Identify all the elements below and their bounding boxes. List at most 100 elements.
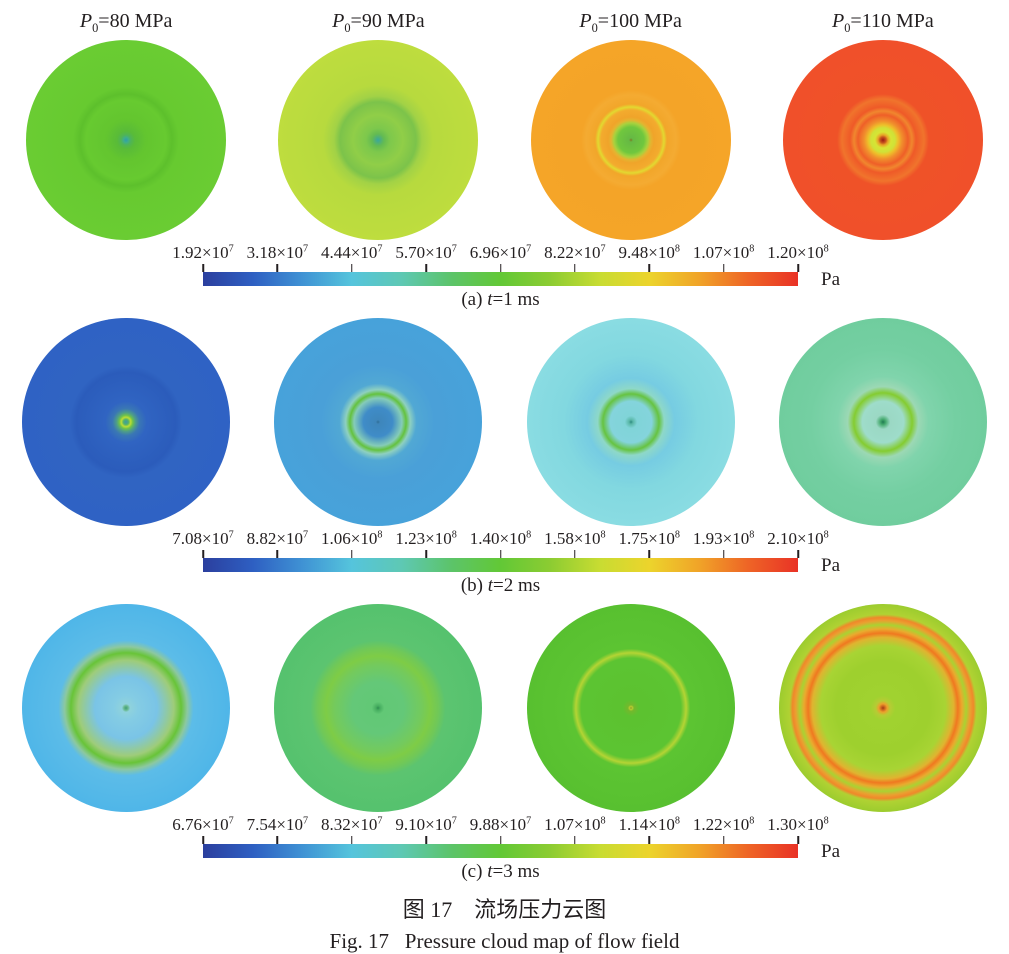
colorbar-tick-label: 8.32×107 [321,815,383,834]
tick-mark [276,550,279,558]
column-title: P0=110 MPa [757,10,1009,36]
colorbar-tick-label: 3.18×107 [246,243,309,262]
tick-mark [648,836,650,844]
subcaption-variable: t [487,575,494,596]
subcaption-value: =2 ms [493,575,541,596]
pressure-contour-disc [278,40,479,240]
pressure-contour-disc [530,40,731,240]
colorbar-tick-label: 1.40×108 [469,529,532,548]
colorbar-unit-label: Pa [821,555,840,576]
subcaption-label: (c) [461,861,488,882]
colorbar-tick-label: 8.22×107 [544,243,606,262]
pressure-subscript: 0 [844,21,851,35]
tick-mark [425,550,427,558]
exponent: 8 [674,243,680,255]
contour-panels-t3ms [0,604,1009,812]
colorbar-t2ms: 7.08×107 8.82×107 1.06×108 1.23×108 1.40×108… [172,529,840,604]
exponent: 7 [303,815,309,827]
colorbar-tick-label: 8.82×107 [246,529,309,548]
pressure-contour-disc [274,604,483,812]
subcaption-a: (a) t=1 ms [203,286,798,318]
exponent: 7 [228,529,234,541]
exponent: 8 [600,815,606,827]
colorbar-tick-label: 9.88×107 [469,815,532,834]
colorbar-tick-label: 7.54×107 [246,815,309,834]
tick-mark [574,836,576,844]
panel-cell [757,604,1009,812]
subcaption-variable: t [487,861,493,882]
row-t3ms: 6.76×107 7.54×107 8.32×107 9.10×107 9.88×107… [0,604,1009,890]
pressure-contour-disc [526,318,735,526]
tick-mark [722,550,725,558]
panel-cell [252,604,504,812]
pressure-contour-disc [26,40,227,240]
colorbar-t1ms: 1.92×107 3.18×107 4.44×107 5.70×107 6.96×107… [172,243,840,318]
tick-mark [276,836,279,844]
exponent: 8 [451,529,457,541]
colorbar-tick-label: 1.06×108 [321,529,383,548]
column-title: P0=80 MPa [0,10,252,36]
subcaption-label: (a) [461,289,488,310]
colorbar-gradient-bar [203,844,798,858]
tick-mark [202,836,204,844]
colorbar-tick-label: 1.07×108 [692,243,755,262]
column-title: P0=100 MPa [505,10,757,36]
colorbar-tick-label: 7.08×107 [172,529,234,548]
exponent: 8 [526,529,532,541]
colorbar-tick-label: 2.10×108 [767,529,829,548]
colorbar-tick-marks [202,264,799,272]
colorbar-tick-label: 6.76×107 [172,815,234,834]
tick-mark [797,264,799,272]
colorbar-gradient-bar [203,272,798,286]
row-t1ms: 1.92×107 3.18×107 4.44×107 5.70×107 6.96×107… [0,40,1009,318]
colorbar-tick-label: 4.44×107 [321,243,383,262]
panel-cell [252,318,504,526]
colorbar-tick-label: 1.93×108 [692,529,755,548]
column-title: P0=90 MPa [252,10,504,36]
figure-caption-chinese: 图 17 流场压力云图 [402,897,607,922]
panel-cell [0,318,252,526]
tick-mark [499,836,502,844]
pressure-subscript: 0 [344,21,351,35]
exponent: 8 [823,815,829,827]
pressure-variable: P [79,10,93,32]
tick-mark [351,836,353,844]
colorbar-unit-label: Pa [821,269,840,290]
tick-mark [276,264,279,272]
pressure-contour-disc [782,40,983,240]
column-headers: P0=80 MPa P0=90 MPa P0=100 MPa P0=110 MPa [0,0,1009,40]
pressure-subscript: 0 [92,21,99,35]
tick-mark [425,264,427,272]
exponent: 8 [749,243,755,255]
exponent: 8 [674,815,680,827]
colorbar-tick-label: 9.48×108 [618,243,680,262]
tick-mark [202,550,204,558]
colorbar-tick-label: 9.10×107 [395,815,457,834]
colorbar-tick-label: 6.96×107 [469,243,532,262]
subcaption-value: =3 ms [492,861,540,882]
colorbar-tick-label: 1.14×108 [618,815,680,834]
panel-cell [0,604,252,812]
colorbar-t3ms: 6.76×107 7.54×107 8.32×107 9.10×107 9.88×107… [172,815,840,890]
pressure-variable: P [332,10,345,32]
pressure-contour-disc [778,318,987,526]
exponent: 8 [600,529,606,541]
colorbar-tick-label: 1.23×108 [395,529,457,548]
exponent: 7 [377,815,383,827]
exponent: 7 [451,815,457,827]
panel-cell [252,40,504,240]
exponent: 8 [749,815,755,827]
panel-cell [505,318,757,526]
pressure-contour-disc [526,604,735,812]
exponent: 7 [303,529,309,541]
pressure-value: =90 MPa [350,10,425,32]
colorbar-tick-marks [202,836,799,844]
tick-mark [722,264,725,272]
pressure-value: =100 MPa [597,10,682,32]
colorbar-tick-labels: 7.08×107 8.82×107 1.06×108 1.23×108 1.40×108… [172,529,828,550]
colorbar-unit-label: Pa [821,841,840,862]
subcaption-value: =1 ms [492,289,540,310]
tick-mark [202,264,204,272]
panel-cell [757,40,1009,240]
subcaption-b: (b) t=2 ms [203,572,798,604]
